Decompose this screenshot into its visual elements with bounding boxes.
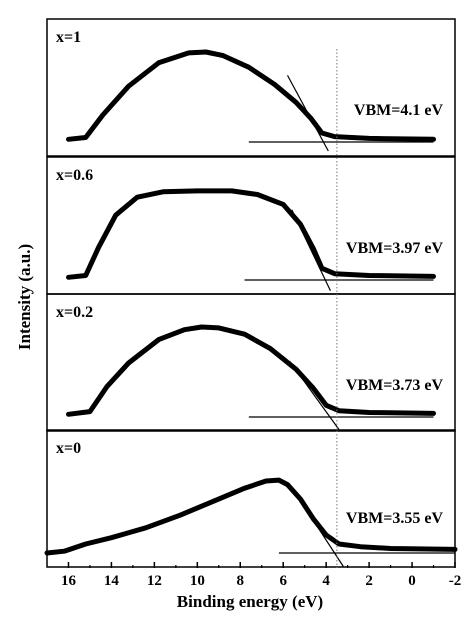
panel-label: x=0 [56, 440, 81, 457]
tangent-line [289, 360, 340, 430]
panel-label: x=1 [56, 29, 81, 46]
y-axis-label: Intensity (a.u.) [15, 244, 34, 350]
panel-frame [46, 18, 456, 157]
x-tick-label: 2 [365, 573, 373, 589]
x-tick-label: -2 [449, 573, 462, 589]
x-tick-label: 0 [408, 573, 416, 589]
vbm-label: VBM=3.73 eV [346, 377, 444, 394]
x-tick-label: 4 [322, 573, 330, 589]
x-tick-label: 6 [279, 573, 287, 589]
panel-2: x=0.2 VBM=3.73 eV [46, 293, 456, 432]
x-tick-label: 16 [61, 573, 77, 589]
x-axis-label: Binding energy (eV) [177, 592, 323, 611]
vbm-label: VBM=3.55 eV [346, 510, 444, 527]
panel-1: x=0.6 VBM=3.97 eV [46, 156, 456, 295]
panel-label: x=0.2 [56, 304, 93, 321]
x-tick-label: 14 [104, 573, 120, 589]
spectrum-curve [66, 49, 436, 142]
spectrum-curve [66, 188, 436, 280]
tangent-line [297, 496, 344, 567]
panel-label: x=0.6 [56, 167, 93, 184]
panel-frame [46, 293, 456, 432]
panel-3: x=0 VBM=3.55 eV [44, 429, 458, 568]
x-axis-ticks: 16 14 12 10 8 6 4 2 0 -2 [61, 562, 461, 589]
panel-0: x=1 VBM=4.1 eV [46, 18, 456, 157]
spectrum-curve [66, 324, 436, 417]
x-tick-label: 10 [190, 573, 205, 589]
tangent-line [286, 75, 329, 152]
panel-frame [46, 429, 456, 568]
x-tick-label: 8 [237, 573, 245, 589]
tangent-line [291, 209, 331, 292]
x-tick-label: 12 [147, 573, 162, 589]
panels-group: x=1 VBM=4.1 eV x=0.6 VBM=3.97 eV x=0.2 VBM=3.… [44, 18, 458, 568]
spectrum-curve [44, 477, 458, 556]
vbm-label: VBM=4.1 eV [354, 102, 444, 119]
vbm-label: VBM=3.97 eV [346, 240, 444, 257]
